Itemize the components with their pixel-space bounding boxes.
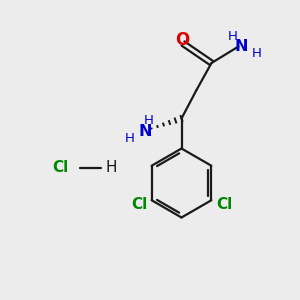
Text: Cl: Cl: [131, 197, 147, 212]
Text: H: H: [252, 46, 262, 60]
Text: H: H: [228, 30, 238, 44]
Text: Cl: Cl: [52, 160, 68, 175]
Text: N: N: [139, 124, 152, 139]
Text: Cl: Cl: [216, 197, 232, 212]
Text: H: H: [125, 132, 135, 146]
Text: H: H: [105, 160, 117, 175]
Text: N: N: [235, 39, 248, 54]
Text: H: H: [144, 113, 153, 127]
Text: O: O: [175, 31, 190, 49]
